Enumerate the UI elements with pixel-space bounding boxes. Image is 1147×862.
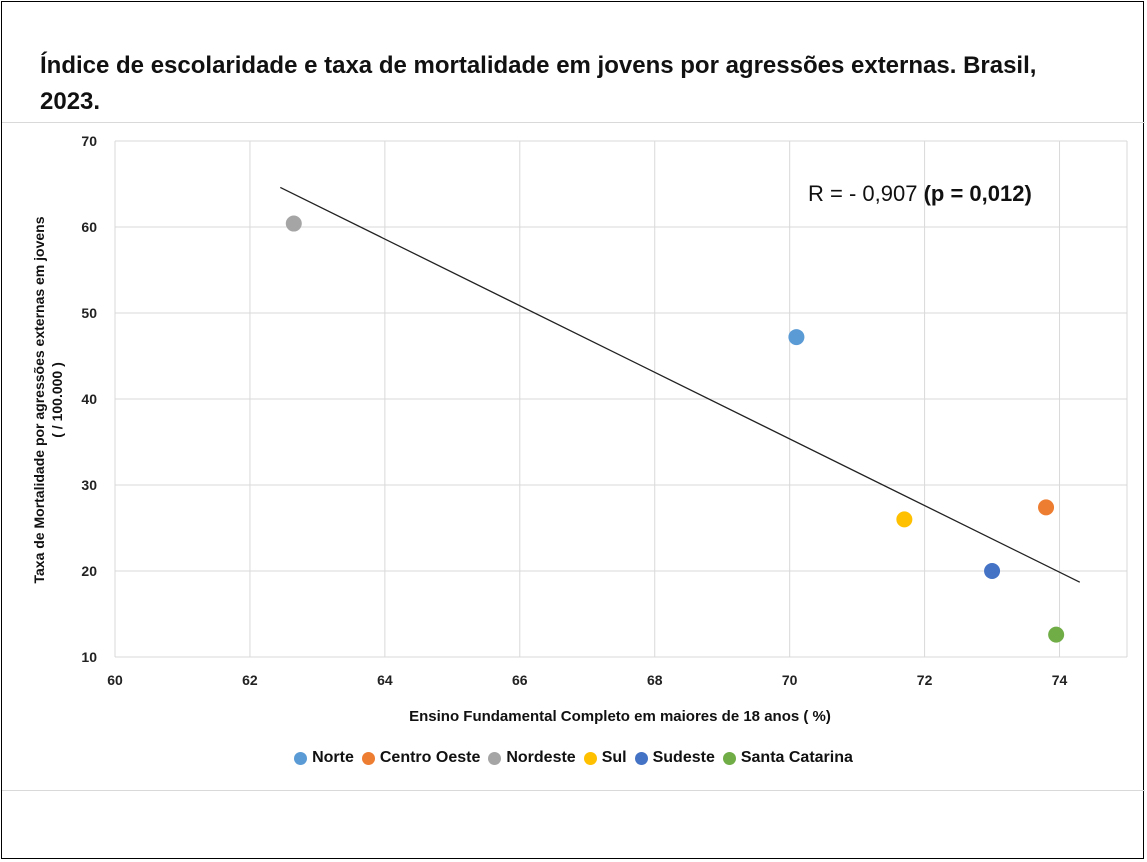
y-axis-title-line1: Taxa de Mortalidade por agressões extern… xyxy=(31,216,47,583)
y-axis-title-line2: ( / 100.000 ) xyxy=(49,362,65,438)
legend-item: Centro Oeste xyxy=(361,749,481,767)
legend-label: Nordeste xyxy=(506,749,576,766)
x-tick-label: 68 xyxy=(647,672,663,688)
legend-label: Sudeste xyxy=(652,749,715,766)
y-tick-label: 30 xyxy=(81,477,97,493)
legend-marker xyxy=(488,751,502,765)
point-santa-catarina xyxy=(1048,626,1065,643)
legend-label: Centro Oeste xyxy=(379,749,481,766)
x-tick-label: 62 xyxy=(242,672,258,688)
legend-marker xyxy=(294,751,308,765)
legend-label: Sul xyxy=(601,749,627,766)
legend-item: Sul xyxy=(583,749,627,767)
title-divider xyxy=(2,122,1145,123)
legend-marker xyxy=(634,751,648,765)
x-tick-label: 72 xyxy=(917,672,933,688)
correlation-annotation: R = - 0,907 (p = 0,012) xyxy=(808,181,1032,206)
x-tick-label: 64 xyxy=(377,672,393,688)
point-centro-oeste xyxy=(1038,499,1055,516)
grid xyxy=(114,140,1128,658)
y-tick-label: 20 xyxy=(81,563,97,579)
point-norte xyxy=(788,329,805,346)
x-axis-title: Ensino Fundamental Completo em maiores d… xyxy=(409,708,831,725)
y-tick-label: 40 xyxy=(81,391,97,407)
x-tick-labels: 60 62 64 66 68 70 72 74 xyxy=(107,672,1067,688)
legend: Norte Centro Oeste Nordeste Sul Sudeste Santa… xyxy=(0,749,1147,770)
legend-item: Norte xyxy=(294,749,354,767)
point-sudeste xyxy=(984,563,1001,579)
bottom-divider xyxy=(2,790,1145,791)
legend-item: Santa Catarina xyxy=(722,749,853,767)
y-tick-label: 70 xyxy=(81,133,97,149)
data-points xyxy=(285,215,1065,643)
y-tick-labels: 10 20 30 40 50 60 70 xyxy=(81,133,97,665)
legend-label: Santa Catarina xyxy=(740,749,853,766)
legend-item: Sudeste xyxy=(634,749,715,767)
x-tick-label: 70 xyxy=(782,672,798,688)
legend-marker xyxy=(361,751,375,765)
y-tick-label: 50 xyxy=(81,305,97,321)
annotation-bold: (p = 0,012) xyxy=(924,181,1032,206)
y-axis-title: Taxa de Mortalidade por agressões extern… xyxy=(31,216,65,583)
point-sul xyxy=(896,511,913,528)
chart-title: Índice de escolaridade e taxa de mortali… xyxy=(40,52,1037,115)
legend-marker xyxy=(722,751,736,765)
legend-label: Norte xyxy=(312,749,354,766)
x-tick-label: 74 xyxy=(1052,672,1068,688)
y-tick-label: 60 xyxy=(81,219,97,235)
trendline xyxy=(280,186,1081,583)
x-tick-label: 60 xyxy=(107,672,123,688)
x-tick-label: 66 xyxy=(512,672,528,688)
y-tick-label: 10 xyxy=(81,649,97,665)
point-nordeste xyxy=(285,215,302,232)
legend-marker xyxy=(583,751,597,765)
legend-item: Nordeste xyxy=(488,749,576,767)
annotation-normal: R = - 0,907 xyxy=(808,181,924,206)
